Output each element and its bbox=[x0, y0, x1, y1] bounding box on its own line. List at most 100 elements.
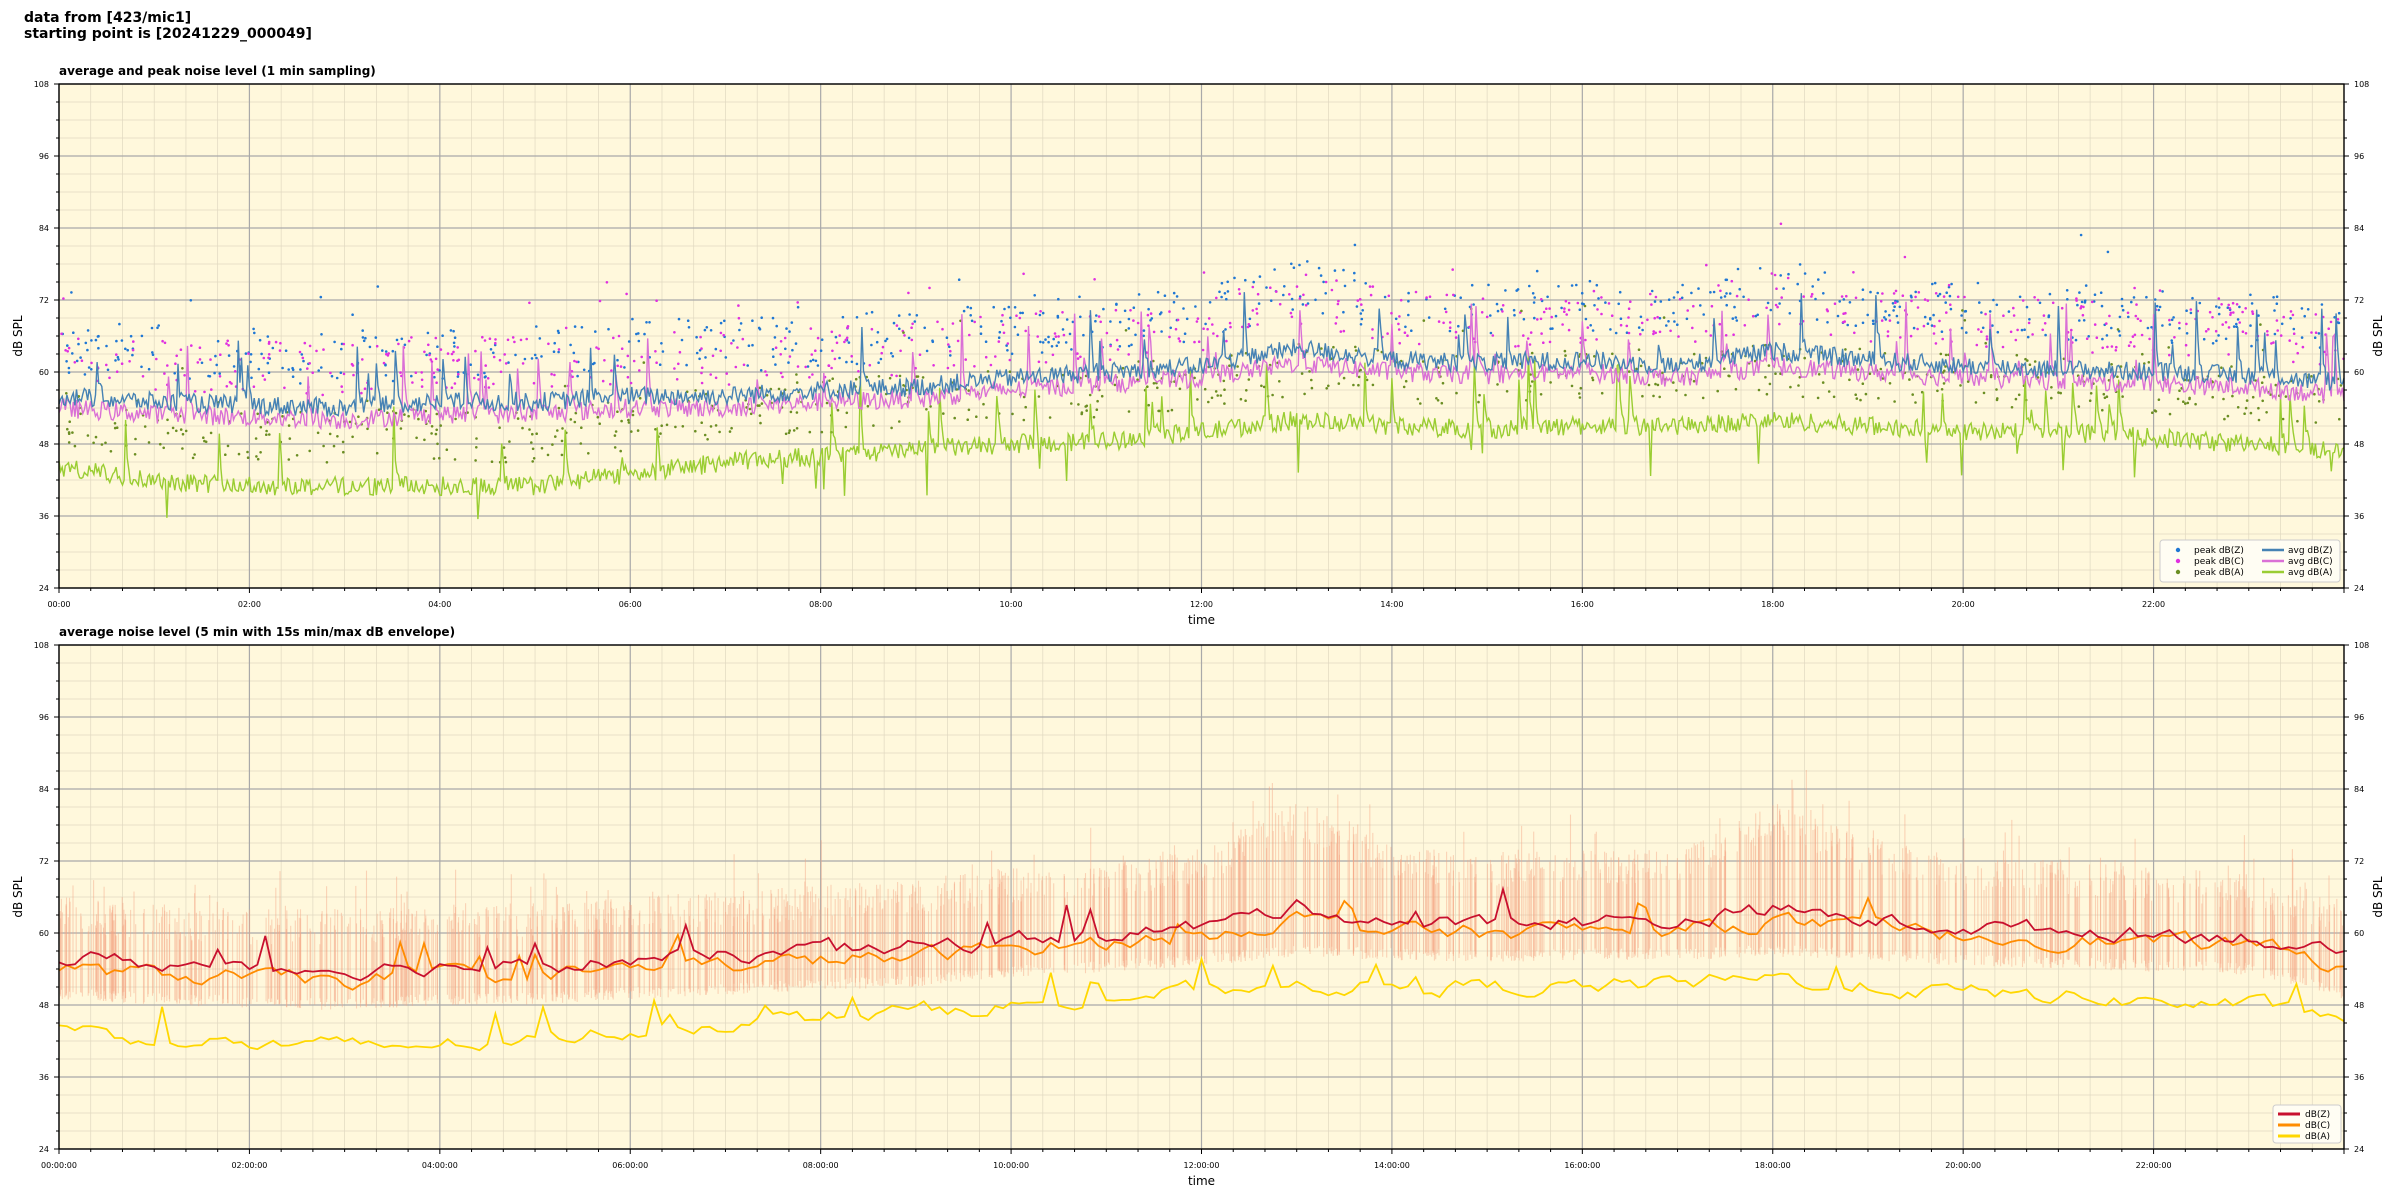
peak-point-peakdba bbox=[1549, 381, 1552, 384]
peak-point-peakdbz bbox=[992, 305, 995, 309]
peak-point-peakdba bbox=[325, 461, 329, 464]
peak-point-peakdbc bbox=[2187, 353, 2190, 357]
peak-point-peakdba bbox=[1539, 393, 1543, 396]
peak-point-peakdbz bbox=[1353, 279, 1356, 282]
peak-point-peakdbz bbox=[2236, 318, 2240, 321]
peak-point-peakdbc bbox=[2229, 313, 2232, 317]
peak-point-peakdbz bbox=[771, 348, 775, 351]
peak-point-peakdbz bbox=[1981, 326, 1985, 330]
peak-point-peakdbz bbox=[1071, 320, 1075, 324]
peak-point-peakdba bbox=[434, 432, 438, 436]
peak-point-peakdbc bbox=[914, 366, 917, 370]
peak-point-peakdbc bbox=[308, 344, 312, 348]
peak-point-peakdba bbox=[71, 431, 74, 434]
x-tick-label: 22:00:00 bbox=[2136, 1161, 2172, 1170]
peak-point-peakdbc bbox=[1330, 288, 1334, 292]
peak-point-peakdbz bbox=[1931, 282, 1934, 286]
peak-point-peakdbc bbox=[1840, 295, 1844, 298]
peak-point-peakdba bbox=[872, 424, 875, 427]
peak-point-peakdba bbox=[613, 434, 617, 437]
peak-point-peakdbc bbox=[1627, 331, 1631, 335]
peak-point-peakdbc bbox=[870, 327, 874, 331]
peak-point-peakdba bbox=[681, 425, 685, 428]
peak-point-peakdba bbox=[1672, 381, 1675, 384]
peak-point-peakdba bbox=[475, 437, 478, 440]
peak-point-peakdbz bbox=[1723, 295, 1727, 298]
peak-point-peakdbz bbox=[1137, 293, 1141, 296]
peak-point-peakdbz bbox=[216, 339, 220, 343]
peak-point-peakdbz bbox=[96, 335, 100, 338]
peak-point-peakdbz bbox=[118, 322, 121, 326]
peak-point-peakdbz bbox=[1836, 314, 1840, 318]
peak-point-peakdba bbox=[423, 438, 426, 442]
peak-point-peakdbz bbox=[1223, 292, 1227, 295]
peak-point-peakdbz bbox=[1522, 317, 1526, 321]
peak-point-peakdbz bbox=[957, 278, 961, 282]
peak-point-peakdba bbox=[1821, 381, 1825, 384]
peak-point-peakdbc bbox=[1428, 295, 1432, 299]
peak-point-peakdba bbox=[1421, 360, 1425, 363]
peak-point-peakdbz bbox=[1220, 295, 1223, 299]
peak-point-peakdbc bbox=[678, 350, 682, 354]
y-tick-label: 60 bbox=[2354, 929, 2364, 938]
peak-point-peakdbc bbox=[131, 348, 135, 352]
peak-point-peakdbc bbox=[949, 349, 952, 353]
peak-point-peakdbc bbox=[973, 320, 976, 324]
peak-point-peakdbc bbox=[2140, 333, 2144, 337]
peak-point-peakdbc bbox=[484, 364, 488, 367]
peak-point-peakdbc bbox=[1371, 285, 1375, 288]
peak-point-peakdbz bbox=[1639, 315, 1643, 319]
peak-point-peakdba bbox=[2339, 384, 2343, 387]
peak-point-peakdba bbox=[551, 443, 554, 446]
peak-point-peakdba bbox=[386, 411, 389, 415]
peak-point-peakdbz bbox=[698, 357, 701, 361]
peak-point-peakdbz bbox=[2275, 302, 2279, 306]
peak-point-peakdba bbox=[1627, 370, 1631, 373]
peak-point-peakdbc bbox=[2241, 330, 2245, 334]
x-tick-label: 10:00 bbox=[1000, 600, 1023, 609]
peak-point-peakdbc bbox=[1229, 325, 1232, 329]
peak-point-peakdbc bbox=[709, 373, 712, 376]
peak-point-peakdba bbox=[890, 426, 893, 430]
legend-marker bbox=[2175, 558, 2181, 564]
peak-point-peakdbz bbox=[1641, 328, 1644, 332]
peak-point-peakdbz bbox=[1225, 297, 1228, 301]
peak-point-peakdbc bbox=[2085, 337, 2089, 341]
peak-point-peakdbc bbox=[2060, 306, 2064, 310]
peak-point-peakdbc bbox=[363, 387, 367, 391]
peak-point-peakdbc bbox=[989, 363, 993, 367]
peak-point-peakdba bbox=[2057, 391, 2060, 394]
peak-point-peakdbc bbox=[1451, 268, 1454, 271]
peak-point-peakdbz bbox=[1754, 314, 1758, 318]
peak-point-peakdbc bbox=[1356, 299, 1360, 302]
peak-point-peakdba bbox=[898, 420, 901, 423]
peak-point-peakdba bbox=[784, 432, 788, 436]
peak-point-peakdbc bbox=[2033, 296, 2036, 299]
peak-point-peakdbz bbox=[116, 355, 120, 359]
peak-point-peakdbz bbox=[425, 353, 428, 357]
peak-point-peakdbc bbox=[1933, 324, 1936, 328]
peak-point-peakdba bbox=[808, 430, 812, 434]
peak-point-peakdbc bbox=[2133, 286, 2136, 290]
peak-point-peakdbc bbox=[550, 372, 553, 376]
peak-point-peakdbc bbox=[564, 326, 568, 330]
peak-point-peakdba bbox=[1223, 388, 1226, 392]
peak-point-peakdba bbox=[134, 437, 137, 441]
peak-point-peakdba bbox=[1310, 378, 1313, 382]
peak-point-peakdbz bbox=[2217, 306, 2221, 309]
peak-point-peakdbz bbox=[2120, 304, 2124, 308]
peak-point-peakdbz bbox=[2275, 295, 2279, 299]
peak-point-peakdbc bbox=[719, 331, 723, 335]
peak-point-peakdba bbox=[175, 429, 178, 433]
peak-point-peakdbz bbox=[1248, 317, 1252, 321]
peak-point-peakdbz bbox=[645, 321, 648, 324]
peak-point-peakdbc bbox=[492, 355, 496, 359]
y-tick-label: 84 bbox=[39, 785, 49, 794]
peak-point-peakdbz bbox=[1848, 301, 1852, 304]
peak-point-peakdbc bbox=[2292, 332, 2296, 336]
peak-point-peakdbc bbox=[714, 376, 718, 380]
peak-point-peakdbc bbox=[1015, 314, 1018, 318]
peak-point-peakdbz bbox=[1769, 308, 1773, 312]
peak-point-peakdbz bbox=[1185, 317, 1189, 321]
peak-point-peakdba bbox=[1214, 390, 1218, 393]
